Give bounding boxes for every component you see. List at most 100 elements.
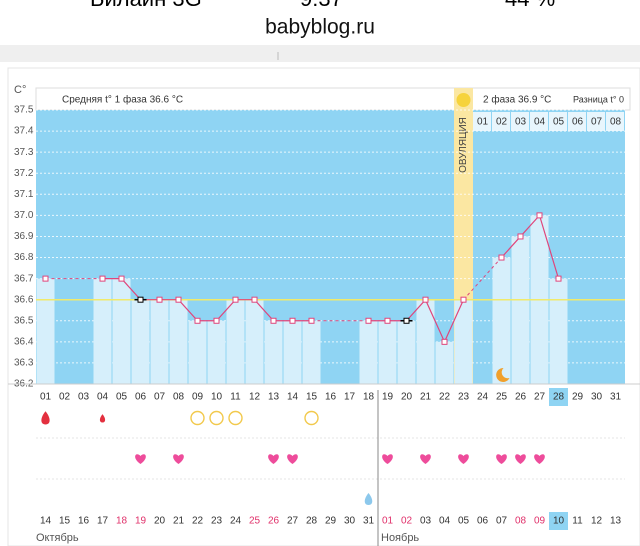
tab-bar [0,45,640,62]
cycle-day: 03 [78,392,90,403]
cycle-day: 08 [173,392,185,403]
cycle-day: 22 [439,392,451,403]
cycle-day: 25 [496,392,508,403]
phase2-cell [492,112,510,131]
date-label: 21 [173,516,185,527]
temp-bar [36,278,55,384]
temp-point [536,212,543,219]
cycle-day: 23 [458,392,470,403]
blue-drop [364,493,373,505]
temp-point [118,275,125,282]
phase2-day: 04 [534,117,546,128]
date-label: 11 [572,516,583,527]
temp-point [156,296,163,303]
date-label: 16 [78,516,90,527]
y-tick-label: 36.4 [14,336,34,347]
temp-point [422,296,429,303]
y-tick-label: 36.3 [14,358,34,369]
cycle-day: 21 [420,392,432,403]
temp-bar [226,299,245,384]
temp-bar [283,320,302,384]
temp-bar [302,320,321,384]
temp-point [555,275,562,282]
date-label: 10 [553,516,565,527]
temp-bar [492,257,511,384]
temp-point [42,275,49,282]
temp-bar [112,278,131,384]
temp-point [289,317,296,324]
date-label: 15 [59,516,71,527]
y-tick-label: 36.8 [14,252,34,263]
date-label: 28 [306,516,318,527]
cycle-day: 30 [591,392,603,403]
temp-bar [169,299,188,384]
temp-point [270,317,277,324]
cycle-day: 26 [515,392,527,403]
temp-line [501,214,560,279]
date-label: 06 [477,516,489,527]
heart [496,454,507,464]
date-label: 01 [382,516,394,527]
status-carrier: Билайн 3G [90,0,202,11]
cycle-day: 06 [135,392,147,403]
temp-line [102,278,312,322]
cycle-day: 16 [325,392,337,403]
y-tick-label: 37.0 [14,210,34,221]
temp-point [137,296,144,303]
temp-bar [378,320,397,384]
cycle-day: 14 [287,392,299,403]
temp-point [441,338,448,345]
mucus-circle [190,410,205,426]
month-label: Ноябрь [381,532,419,544]
cycle-day: 01 [40,392,52,403]
heart [268,454,279,464]
heart [515,454,526,464]
y-tick-label: 36.6 [14,294,34,305]
phase2-cell [587,112,605,131]
cycle-day: 02 [59,392,71,403]
temp-bar [93,278,112,384]
mucus-circle [209,410,224,426]
temp-point [175,296,182,303]
mucus-circle [228,410,243,426]
date-label: 12 [591,516,603,527]
date-label: 09 [534,516,546,527]
phase2-cell [568,112,586,131]
cycle-day: 15 [306,392,318,403]
cycle-day: 24 [477,392,489,403]
y-tick-label: 37.1 [14,189,34,200]
heart [287,454,298,464]
temp-bar [435,341,454,384]
phase2-day: 06 [572,117,584,128]
cycle-day: 31 [610,392,622,403]
cycle-day: 04 [97,392,109,403]
date-label: 24 [230,516,242,527]
date-label: 22 [192,516,204,527]
phase2-day: 08 [610,117,622,128]
phase2-cell [606,112,624,131]
temp-point [517,233,524,240]
phase2-day: 01 [477,117,489,128]
date-label: 31 [363,516,375,527]
temp-point [384,317,391,324]
y-tick-label: 37.3 [14,147,34,158]
temp-line [368,298,465,344]
temp-bar [359,320,378,384]
date-label: 25 [249,516,261,527]
temp-point [99,275,106,282]
temp-bar [454,299,473,384]
phase1-text: Средняя t° 1 фаза 36.6 °C [62,94,183,106]
temp-bar [416,299,435,384]
cycle-day: 05 [116,392,128,403]
cycle-day: 27 [534,392,546,403]
date-label: 02 [401,516,413,527]
heart [382,454,393,464]
phase2-cell [549,112,567,131]
cycle-day: 07 [154,392,166,403]
bleeding-light [99,414,106,423]
date-label: 18 [116,516,128,527]
y-tick-label: 37.2 [14,168,34,179]
date-label: 20 [154,516,166,527]
temp-point [308,317,315,324]
